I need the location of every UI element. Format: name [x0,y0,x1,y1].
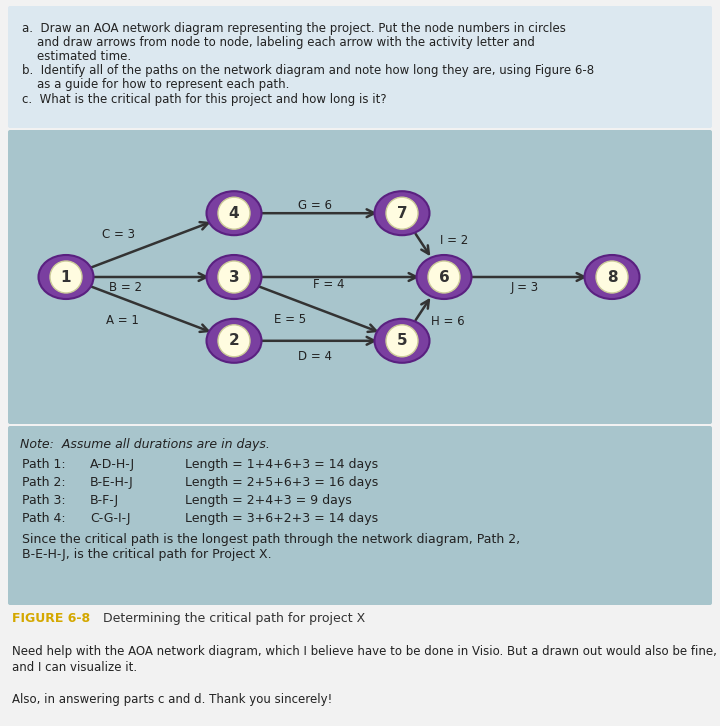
Text: as a guide for how to represent each path.: as a guide for how to represent each pat… [22,78,289,91]
Text: 1: 1 [60,269,71,285]
Circle shape [218,261,250,293]
Text: Also, in answering parts c and d. Thank you sincerely!: Also, in answering parts c and d. Thank … [12,693,332,706]
Text: Note:  Assume all durations are in days.: Note: Assume all durations are in days. [20,438,270,451]
Text: Path 4:: Path 4: [22,512,66,525]
Circle shape [218,325,250,356]
Ellipse shape [585,255,639,299]
Text: estimated time.: estimated time. [22,50,131,63]
Text: b.  Identify all of the paths on the network diagram and note how long they are,: b. Identify all of the paths on the netw… [22,64,594,77]
Text: and draw arrows from node to node, labeling each arrow with the activity letter : and draw arrows from node to node, label… [22,36,535,49]
Ellipse shape [207,191,261,235]
Text: Path 2:: Path 2: [22,476,66,489]
Ellipse shape [416,255,472,299]
Text: F = 4: F = 4 [312,278,344,290]
Text: B = 2: B = 2 [109,281,142,293]
Text: A-D-H-J: A-D-H-J [90,458,135,471]
Text: 6: 6 [438,269,449,285]
Circle shape [386,325,418,356]
Text: Length = 3+6+2+3 = 14 days: Length = 3+6+2+3 = 14 days [185,512,378,525]
Ellipse shape [207,319,261,363]
Text: B-E-H-J: B-E-H-J [90,476,134,489]
Text: C = 3: C = 3 [102,229,135,242]
Text: Length = 2+5+6+3 = 16 days: Length = 2+5+6+3 = 16 days [185,476,378,489]
Ellipse shape [38,255,94,299]
Text: G = 6: G = 6 [297,200,331,213]
Circle shape [218,197,250,229]
Text: A = 1: A = 1 [106,314,138,327]
Text: B-F-J: B-F-J [90,494,119,507]
Ellipse shape [374,191,430,235]
Text: Length = 1+4+6+3 = 14 days: Length = 1+4+6+3 = 14 days [185,458,378,471]
Text: 2: 2 [229,333,239,348]
Text: Need help with the AOA network diagram, which I believe have to be done in Visio: Need help with the AOA network diagram, … [12,645,717,658]
Text: I = 2: I = 2 [441,234,469,248]
Text: and I can visualize it.: and I can visualize it. [12,661,137,674]
Text: 4: 4 [229,205,239,221]
FancyBboxPatch shape [8,426,712,605]
Text: C-G-I-J: C-G-I-J [90,512,130,525]
Text: FIGURE 6-8: FIGURE 6-8 [12,612,90,625]
Text: Since the critical path is the longest path through the network diagram, Path 2,: Since the critical path is the longest p… [22,533,520,561]
Circle shape [386,197,418,229]
Text: 8: 8 [607,269,617,285]
Text: D = 4: D = 4 [297,350,331,363]
Text: E = 5: E = 5 [274,313,306,325]
Circle shape [50,261,82,293]
FancyBboxPatch shape [8,130,712,424]
FancyBboxPatch shape [8,6,712,128]
Text: Determining the critical path for project X: Determining the critical path for projec… [95,612,365,625]
Text: H = 6: H = 6 [431,316,464,328]
Text: c.  What is the critical path for this project and how long is it?: c. What is the critical path for this pr… [22,93,387,106]
Text: Path 3:: Path 3: [22,494,66,507]
Text: 3: 3 [229,269,239,285]
Text: a.  Draw an AOA network diagram representing the project. Put the node numbers i: a. Draw an AOA network diagram represent… [22,22,566,35]
Text: J = 3: J = 3 [510,281,539,293]
Circle shape [428,261,460,293]
Ellipse shape [207,255,261,299]
Text: 5: 5 [397,333,408,348]
Ellipse shape [374,319,430,363]
Circle shape [596,261,628,293]
Text: Path 1:: Path 1: [22,458,66,471]
Text: Length = 2+4+3 = 9 days: Length = 2+4+3 = 9 days [185,494,352,507]
Text: 7: 7 [397,205,408,221]
